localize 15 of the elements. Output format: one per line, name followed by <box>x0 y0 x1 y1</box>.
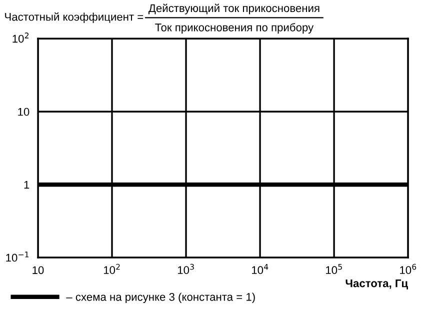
x-tick-label: 10$^{4}$ <box>252 264 268 274</box>
y-tick-label: 10$^{2}$ <box>12 32 29 43</box>
x-tick-label: 10$^{3}$ <box>178 264 194 274</box>
x-tick-label: 10 <box>32 266 44 274</box>
text: Действующий ток прикосновения <box>148 4 320 14</box>
x-tick-label: 10$^{6}$ <box>400 264 416 274</box>
chart-title: Частотный коэффициент = <box>5 12 144 23</box>
text: Ток прикосновения по прибору <box>155 23 314 34</box>
y-tick-label: 10 <box>18 108 30 116</box>
legend-label: – схема на рисунке 3 (константа = 1) <box>66 292 255 304</box>
y-tick-label: 1 <box>24 180 30 189</box>
x-tick-label: 10$^{5}$ <box>326 264 342 274</box>
y-tick-label: 10$^{−1}$ <box>6 252 29 262</box>
x-axis-title: Частота, Гц <box>346 279 408 290</box>
x-tick-label: 10$^{2}$ <box>104 264 120 274</box>
